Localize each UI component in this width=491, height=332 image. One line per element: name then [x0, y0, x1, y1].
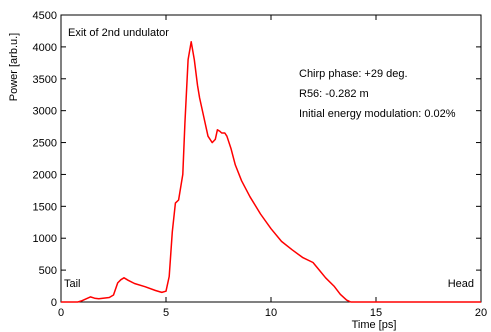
y-tick-label: 1500 — [33, 201, 57, 213]
x-tick-label: 0 — [58, 307, 64, 319]
y-tick-label: 3000 — [33, 106, 57, 118]
annotation-chirp-phase: Chirp phase: +29 deg. — [299, 68, 408, 80]
y-tick-label: 2500 — [33, 138, 57, 150]
y-tick-label: 4500 — [33, 10, 57, 22]
annotation-head: Head — [448, 278, 474, 290]
y-axis-label: Power [arb.u.] — [8, 33, 20, 101]
x-tick-label: 5 — [163, 307, 169, 319]
y-tick-label: 4000 — [33, 42, 57, 54]
annotation-energy-modulation: Initial energy modulation: 0.02% — [299, 108, 456, 120]
axis-ticks: 0 5 10 15 20 0 500 1000 1500 2000 2500 3000 3500 4000… — [33, 10, 488, 319]
annotation-tail: Tail — [64, 278, 81, 290]
x-axis-label: Time [ps] — [352, 319, 397, 331]
annotation-r56: R56: -0.282 m — [299, 88, 369, 100]
annotation-panel-label: Exit of 2nd undulator — [68, 27, 169, 39]
y-tick-label: 0 — [51, 297, 57, 309]
y-tick-label: 500 — [39, 265, 57, 277]
y-tick-label: 1000 — [33, 233, 57, 245]
y-tick-label: 3500 — [33, 74, 57, 86]
plot-frame — [60, 14, 482, 303]
x-tick-label: 10 — [265, 307, 277, 319]
x-tick-label: 15 — [370, 307, 382, 319]
x-tick-label: 20 — [475, 307, 487, 319]
power-series-line — [61, 41, 481, 303]
y-tick-label: 2000 — [33, 169, 57, 181]
series-layer — [61, 41, 481, 303]
